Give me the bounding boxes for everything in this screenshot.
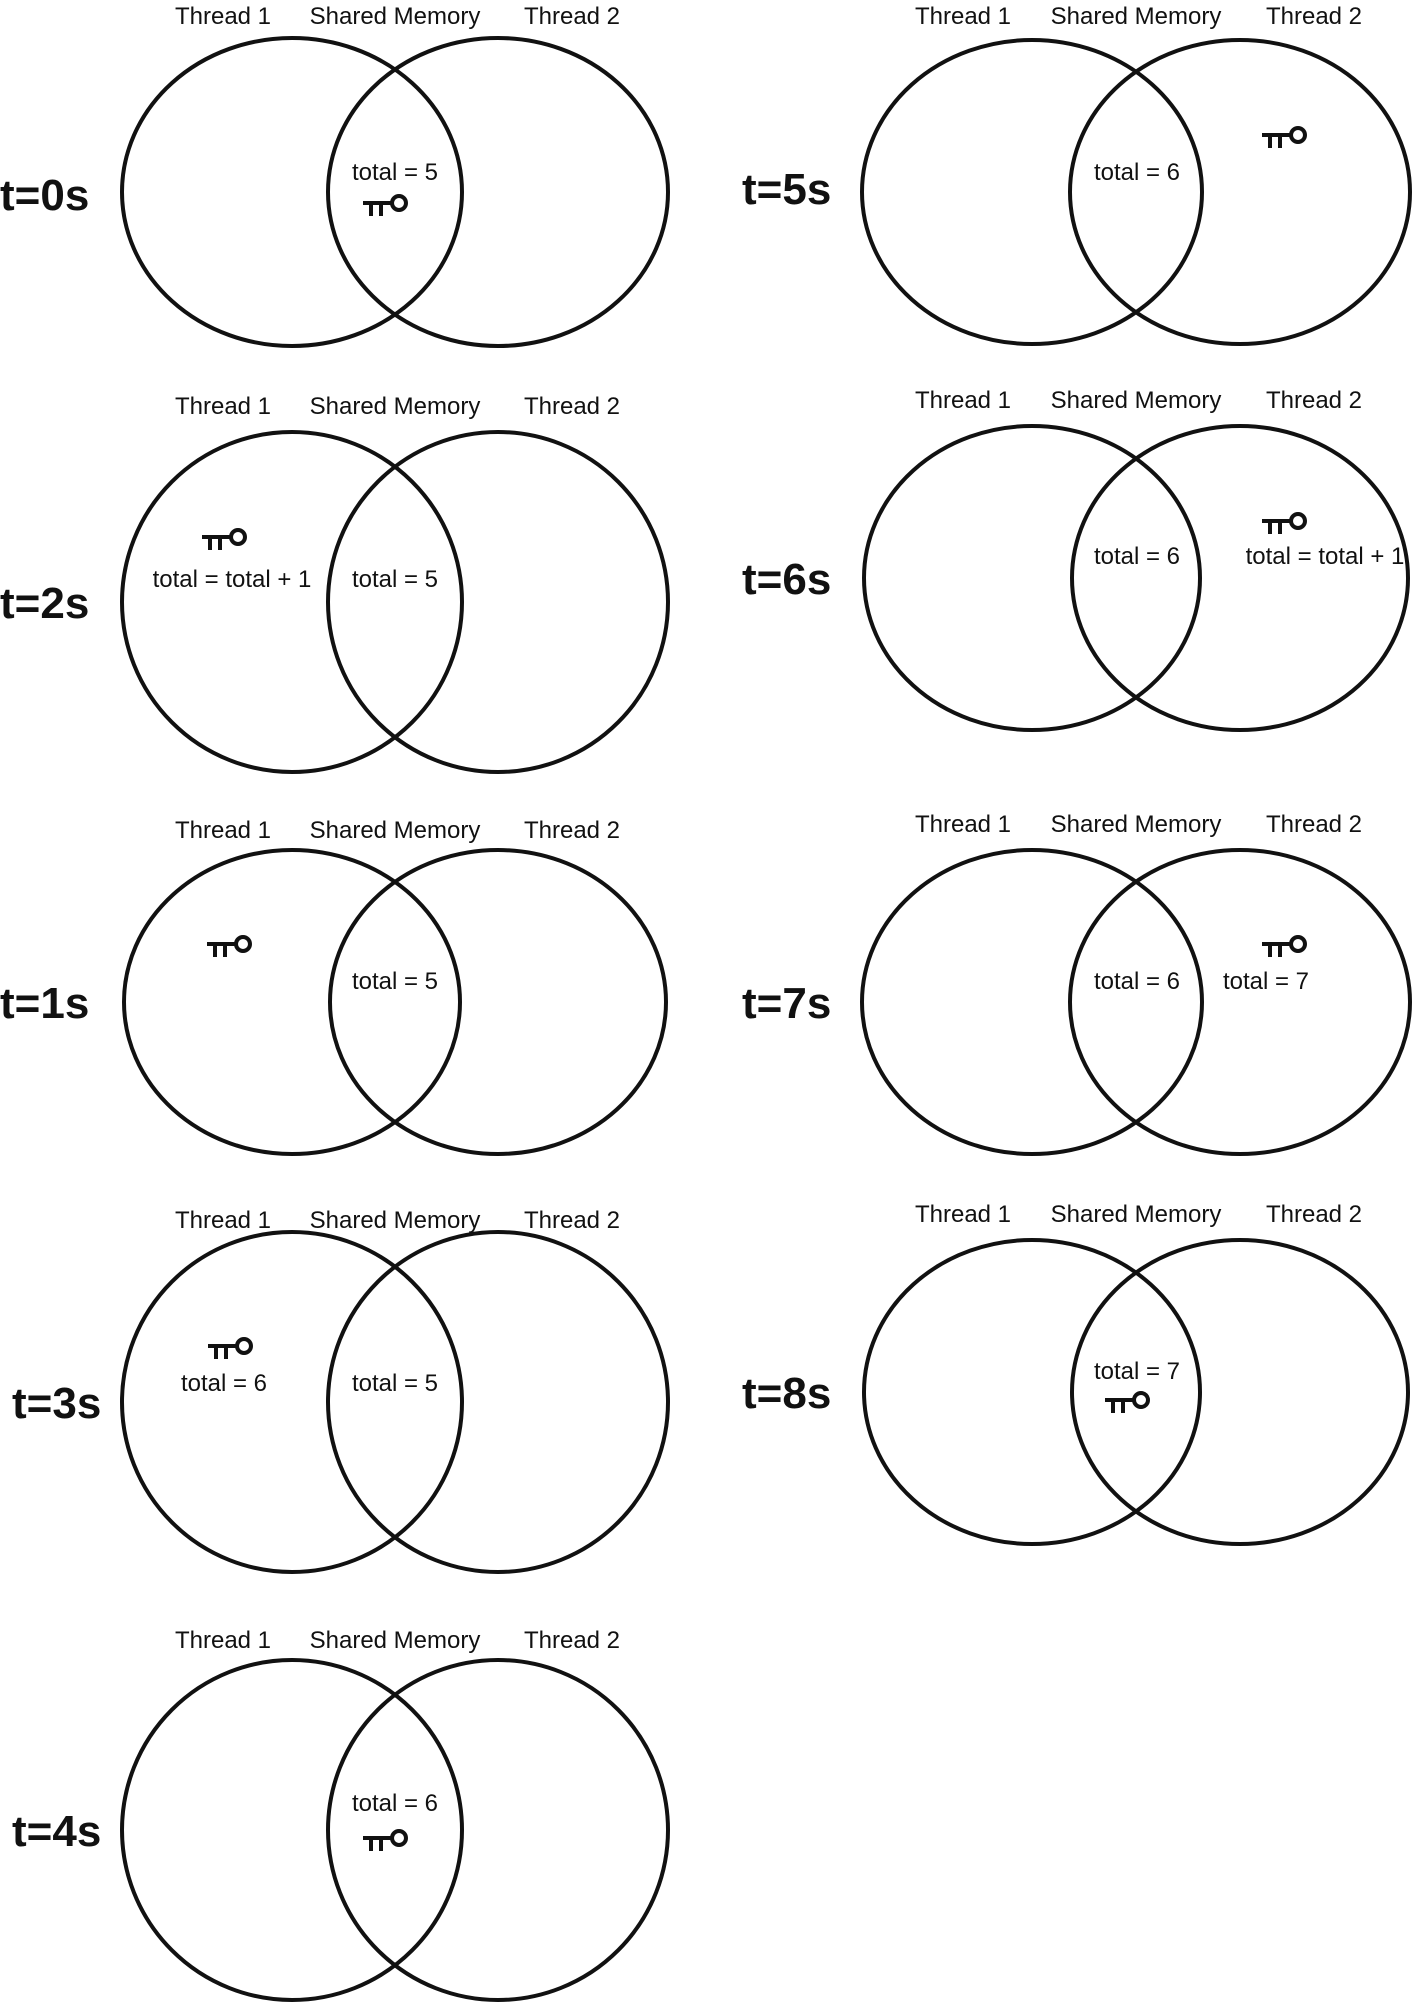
time-label: t=8s bbox=[742, 1369, 831, 1418]
time-label: t=6s bbox=[742, 555, 831, 604]
panel-t3: t=3s Thread 1 Shared Memory Thread 2 total =… bbox=[12, 1207, 670, 1574]
key-bow bbox=[234, 935, 252, 953]
key-icon bbox=[1262, 126, 1307, 148]
panel-t6: t=6s Thread 1 Shared Memory Thread 2 total =… bbox=[742, 387, 1410, 732]
key-bow bbox=[1289, 935, 1307, 953]
key-icon bbox=[363, 194, 408, 216]
shared-value-text: total = 5 bbox=[352, 159, 438, 186]
thread1-circle bbox=[860, 848, 1204, 1156]
key-bow bbox=[1132, 1391, 1150, 1409]
header-thread2: Thread 2 bbox=[524, 3, 620, 30]
thread1-circle bbox=[122, 848, 462, 1156]
thread2-circle bbox=[1068, 38, 1412, 346]
header-thread1: Thread 1 bbox=[175, 1207, 271, 1234]
time-label: t=7s bbox=[742, 979, 831, 1028]
shared-value-text: total = 7 bbox=[1094, 1358, 1180, 1385]
header-thread2: Thread 2 bbox=[524, 1627, 620, 1654]
header-thread1: Thread 1 bbox=[175, 393, 271, 420]
header-shared: Shared Memory bbox=[310, 1207, 481, 1234]
panel-t1: t=1s Thread 1 Shared Memory Thread 2 total =… bbox=[0, 817, 668, 1156]
thread1-circle bbox=[120, 36, 464, 348]
shared-value-text: total = 6 bbox=[1094, 543, 1180, 570]
key-bow bbox=[1289, 512, 1307, 530]
thread1-value-text: total = total + 1 bbox=[153, 566, 312, 593]
key-icon bbox=[207, 935, 252, 957]
shared-value-text: total = 5 bbox=[352, 1370, 438, 1397]
key-icon bbox=[1105, 1391, 1150, 1413]
thread2-circle bbox=[326, 1658, 670, 2002]
header-shared: Shared Memory bbox=[310, 817, 481, 844]
thread2-circle bbox=[1070, 1238, 1410, 1546]
shared-value-text: total = 6 bbox=[352, 1790, 438, 1817]
header-shared: Shared Memory bbox=[1051, 1201, 1222, 1228]
thread2-circle bbox=[328, 848, 668, 1156]
thread2-value-text: total = total + 1 bbox=[1246, 543, 1405, 570]
header-thread1: Thread 1 bbox=[175, 1627, 271, 1654]
thread2-circle bbox=[326, 36, 670, 348]
key-bow bbox=[390, 194, 408, 212]
header-thread2: Thread 2 bbox=[524, 817, 620, 844]
thread1-circle bbox=[862, 1238, 1202, 1546]
shared-value-text: total = 6 bbox=[1094, 159, 1180, 186]
time-label: t=1s bbox=[0, 979, 89, 1028]
header-thread1: Thread 1 bbox=[915, 811, 1011, 838]
panel-t8: t=8s Thread 1 Shared Memory Thread 2 total =… bbox=[742, 1201, 1410, 1546]
time-label: t=2s bbox=[0, 579, 89, 628]
header-thread1: Thread 1 bbox=[175, 3, 271, 30]
thread1-circle bbox=[120, 1230, 464, 1574]
panel-t7: t=7s Thread 1 Shared Memory Thread 2 total =… bbox=[742, 811, 1412, 1156]
thread2-circle bbox=[326, 1230, 670, 1574]
header-shared: Shared Memory bbox=[1051, 3, 1222, 30]
thread1-circle bbox=[860, 38, 1204, 346]
header-thread1: Thread 1 bbox=[915, 387, 1011, 414]
key-bow bbox=[235, 1337, 253, 1355]
thread1-circle bbox=[862, 424, 1202, 732]
header-thread2: Thread 2 bbox=[1266, 811, 1362, 838]
key-icon bbox=[1262, 935, 1307, 957]
header-thread2: Thread 2 bbox=[1266, 387, 1362, 414]
time-label: t=0s bbox=[0, 171, 89, 220]
time-label: t=4s bbox=[12, 1807, 101, 1856]
thread2-circle bbox=[1070, 424, 1410, 732]
header-shared: Shared Memory bbox=[1051, 387, 1222, 414]
header-shared: Shared Memory bbox=[1051, 811, 1222, 838]
time-label: t=5s bbox=[742, 165, 831, 214]
shared-value-text: total = 5 bbox=[352, 968, 438, 995]
header-thread2: Thread 2 bbox=[1266, 1201, 1362, 1228]
header-thread1: Thread 1 bbox=[175, 817, 271, 844]
header-thread1: Thread 1 bbox=[915, 3, 1011, 30]
key-icon bbox=[363, 1829, 408, 1851]
header-thread1: Thread 1 bbox=[915, 1201, 1011, 1228]
thread1-circle bbox=[120, 1658, 464, 2002]
key-bow bbox=[1289, 126, 1307, 144]
panel-t0: t=0s Thread 1 Shared Memory Thread 2 total =… bbox=[0, 3, 670, 348]
header-thread2: Thread 2 bbox=[524, 393, 620, 420]
header-shared: Shared Memory bbox=[310, 1627, 481, 1654]
panel-t4: t=4s Thread 1 Shared Memory Thread 2 total =… bbox=[12, 1627, 670, 2002]
header-shared: Shared Memory bbox=[310, 3, 481, 30]
panel-t5: t=5s Thread 1 Shared Memory Thread 2 total =… bbox=[742, 3, 1412, 346]
panel-t2: t=2s Thread 1 Shared Memory Thread 2 total =… bbox=[0, 393, 670, 774]
key-icon bbox=[202, 528, 247, 550]
key-icon bbox=[1262, 512, 1307, 534]
key-bow bbox=[390, 1829, 408, 1847]
key-icon bbox=[208, 1337, 253, 1359]
thread2-circle bbox=[1068, 848, 1412, 1156]
thread1-value-text: total = 6 bbox=[181, 1370, 267, 1397]
shared-value-text: total = 5 bbox=[352, 566, 438, 593]
shared-value-text: total = 6 bbox=[1094, 968, 1180, 995]
header-thread2: Thread 2 bbox=[524, 1207, 620, 1234]
key-bow bbox=[229, 528, 247, 546]
thread2-value-text: total = 7 bbox=[1223, 968, 1309, 995]
thread1-circle bbox=[120, 430, 464, 774]
header-shared: Shared Memory bbox=[310, 393, 481, 420]
header-thread2: Thread 2 bbox=[1266, 3, 1362, 30]
thread2-circle bbox=[326, 430, 670, 774]
time-label: t=3s bbox=[12, 1379, 101, 1428]
